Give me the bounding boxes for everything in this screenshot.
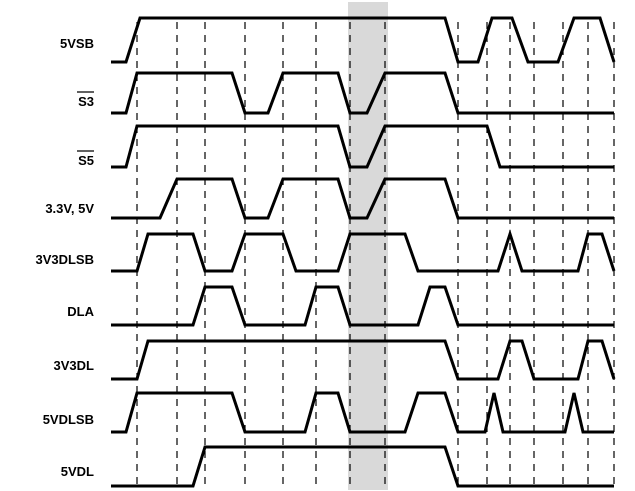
signal-label-s5: S5: [78, 153, 94, 168]
signal-label-5vdlsb: 5VDLSB: [43, 412, 94, 427]
waveforms: [111, 16, 616, 488]
signal-label-dla: DLA: [67, 304, 94, 319]
waveform-5vdlsb: [111, 391, 614, 434]
waveform-dla: [111, 285, 614, 327]
signal-labels: 5VSB S3 S5 3.3V, 5V 3V3DLSB DLA 3V3DL 5V…: [35, 36, 94, 479]
signal-label-3v3dl: 3V3DL: [54, 358, 95, 373]
highlight-band: [348, 2, 388, 490]
signal-label-3v3-5v: 3.3V, 5V: [45, 201, 94, 216]
waveform-3v3dlsb: [111, 229, 616, 273]
waveform-5vsb: [111, 16, 616, 64]
signal-label-5vdl: 5VDL: [61, 464, 94, 479]
time-markers: [136, 22, 615, 490]
waveform-3v3dl: [111, 339, 616, 381]
signal-label-s3: S3: [78, 94, 94, 109]
waveform-5vdl: [111, 445, 614, 488]
waveform-s3: [111, 71, 614, 115]
signal-label-5vsb: 5VSB: [60, 36, 94, 51]
waveform-3v3-5v: [111, 177, 614, 220]
waveform-s5: [111, 124, 614, 169]
signal-label-3v3dlsb: 3V3DLSB: [35, 252, 94, 267]
